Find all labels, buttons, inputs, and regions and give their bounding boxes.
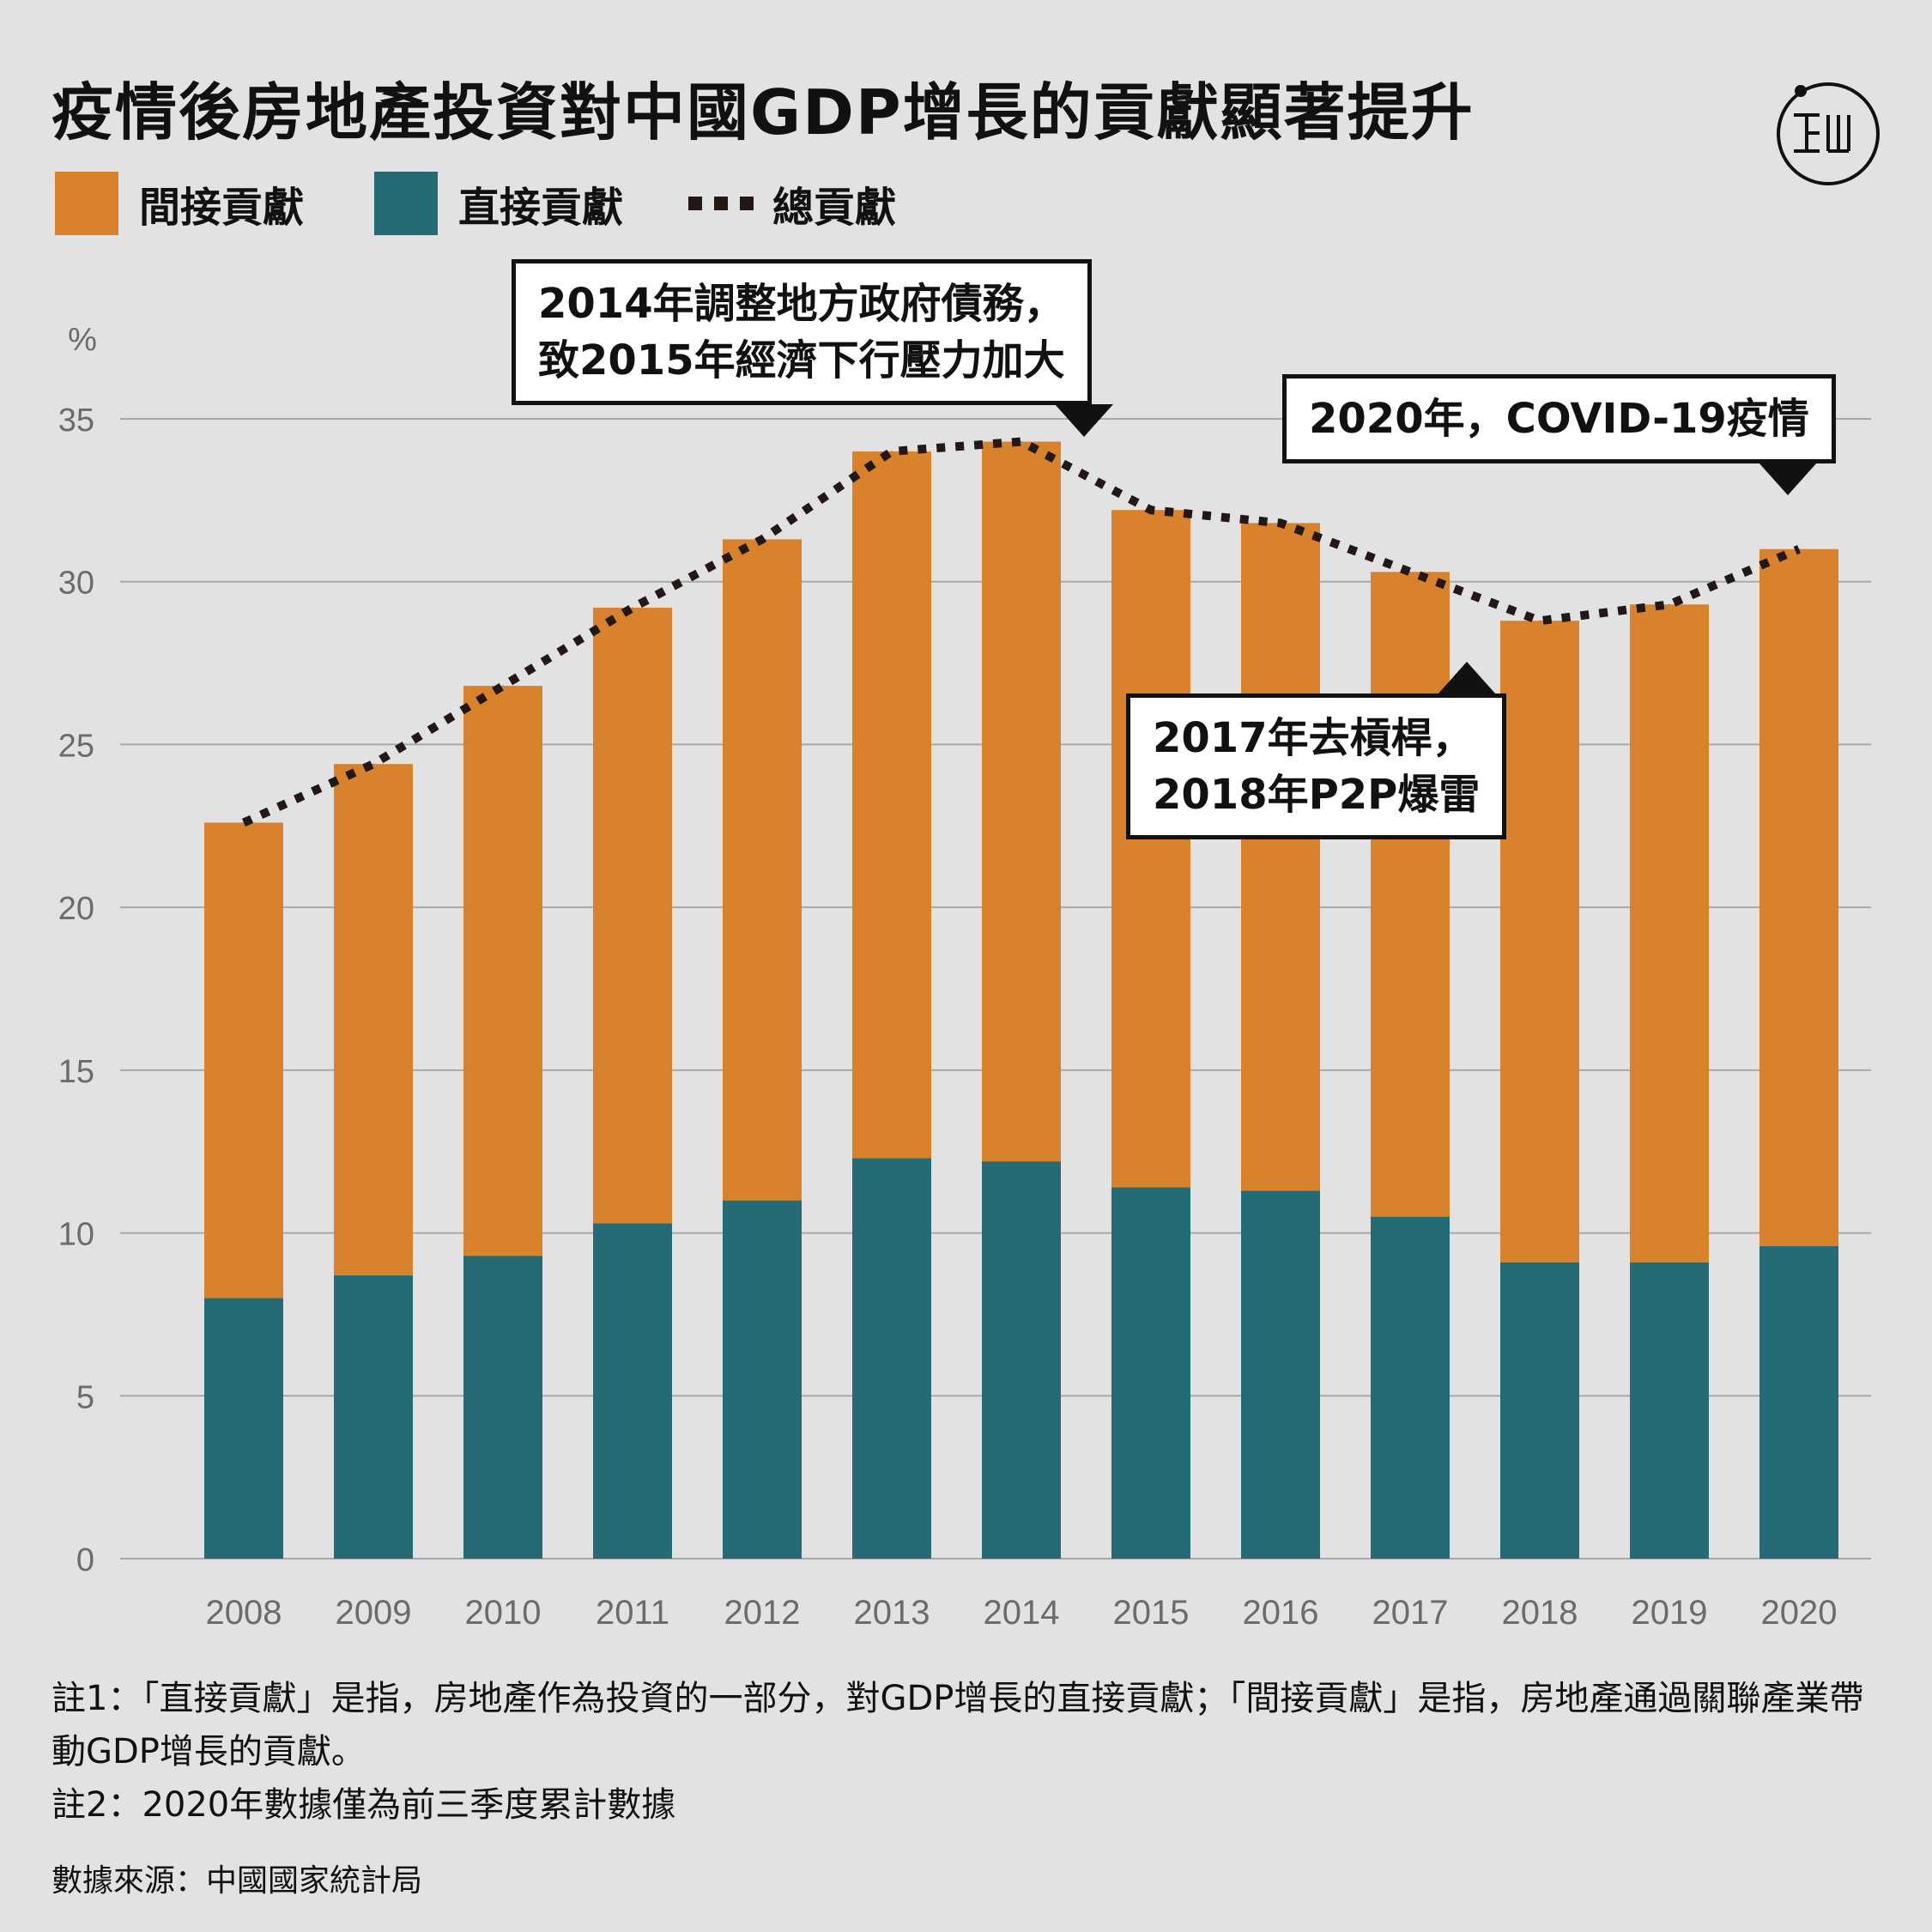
annotation-2017: 2017年去槓桿， 2018年P2P爆雷 (1126, 662, 1507, 839)
bar-direct (982, 1161, 1061, 1559)
bar-indirect (1759, 548, 1838, 1246)
legend-item-direct: 直接貢獻 (374, 172, 623, 235)
bar-direct (463, 1256, 542, 1559)
legend-label-total: 總貢獻 (772, 184, 897, 232)
x-tick-label: 2014 (984, 1594, 1060, 1632)
y-tick-label: 35 (58, 403, 94, 439)
legend-dotted-line-icon (688, 197, 754, 210)
y-tick-label: 20 (58, 891, 94, 927)
x-tick-label: 2009 (336, 1594, 412, 1632)
bar-indirect (1241, 523, 1320, 1191)
annotation-2014: 2014年調整地方政府債務， 致2015年經濟下行壓力加大 (512, 259, 1113, 437)
x-tick-label: 2015 (1113, 1594, 1190, 1632)
bar-direct (1111, 1187, 1190, 1559)
logo-glyph-right (1826, 115, 1850, 153)
bar-direct (593, 1223, 672, 1559)
annotation-2020-line-1: 2020年，COVID-19疫情 (1309, 395, 1809, 443)
stacked-bar-chart: % 0 5 10 15 20 25 30 35 2008 2009 2010 2011 2012 201… (58, 322, 1871, 1632)
x-tick-label: 2012 (724, 1594, 801, 1632)
y-tick-label: 10 (58, 1217, 94, 1253)
y-tick-label: 30 (58, 566, 94, 602)
total-contribution-point (761, 538, 763, 540)
x-tick-label: 2013 (854, 1594, 930, 1632)
bar-direct (204, 1298, 283, 1559)
bar-direct (334, 1275, 413, 1559)
annotation-2017-line-1: 2017年去槓桿， (1153, 714, 1474, 762)
bar-indirect (1500, 621, 1579, 1263)
bar-indirect (334, 764, 413, 1275)
annotation-2020: 2020年，COVID-19疫情 (1282, 374, 1836, 495)
page-title: 疫情後房地產投資對中國GDP增長的貢獻顯著提升 (51, 76, 1475, 148)
bar-indirect (982, 441, 1061, 1162)
bar-indirect (463, 686, 542, 1257)
bar-indirect (593, 608, 672, 1224)
note-1: 註1：「直接貢獻」是指，房地產作為投資的一部分，對GDP增長的直接貢獻；「間接貢… (51, 1679, 1864, 1772)
bar-direct (1371, 1216, 1450, 1559)
annotation-2014-line-2: 致2015年經濟下行壓力加大 (538, 336, 1065, 385)
legend-label-direct: 直接貢獻 (458, 184, 624, 232)
bar-indirect (1111, 510, 1190, 1188)
total-contribution-point (372, 763, 374, 765)
annotation-2017-line-2: 2018年P2P爆雷 (1153, 771, 1481, 819)
bar-direct (1500, 1262, 1579, 1559)
total-contribution-point (1669, 603, 1670, 605)
y-axis-ticks: 0 5 10 15 20 25 30 35 (58, 403, 94, 1578)
logo-glyph-left (1794, 113, 1820, 153)
y-tick-label: 15 (58, 1054, 94, 1090)
x-tick-label: 2017 (1372, 1594, 1449, 1632)
x-tick-label: 2008 (206, 1594, 282, 1632)
bar-indirect (1630, 604, 1709, 1263)
total-contribution-point (1150, 509, 1152, 511)
bars (204, 441, 1838, 1559)
bar-direct (852, 1158, 931, 1559)
bar-indirect (1371, 572, 1450, 1217)
y-tick-label: 5 (76, 1379, 94, 1415)
bar-indirect (723, 539, 802, 1201)
data-source: 數據來源：中國國家統計局 (51, 1863, 423, 1899)
legend-item-indirect: 間接貢獻 (55, 172, 304, 235)
legend-item-total: 總貢獻 (688, 172, 896, 235)
y-tick-label: 0 (76, 1542, 94, 1578)
y-tick-label: 25 (58, 728, 94, 764)
x-axis-ticks: 2008 2009 2010 2011 2012 2013 2014 2015 2016 2017… (206, 1594, 1838, 1632)
total-contribution-point (1798, 548, 1800, 550)
y-axis-unit-label: % (68, 322, 97, 358)
total-contribution-point (1021, 441, 1022, 443)
x-tick-label: 2020 (1761, 1594, 1838, 1632)
x-tick-label: 2016 (1243, 1594, 1319, 1632)
total-line (241, 437, 1801, 827)
chart-notes: 註1：「直接貢獻」是指，房地產作為投資的一部分，對GDP增長的直接貢獻；「間接貢… (51, 1672, 1888, 1832)
bar-indirect (852, 451, 931, 1159)
note-2: 註2：2020年數據僅為前三季度累計數據 (51, 1785, 676, 1825)
legend-label-indirect: 間接貢獻 (139, 184, 305, 232)
x-tick-label: 2011 (596, 1594, 669, 1632)
legend-swatch-indirect (55, 172, 118, 235)
total-contribution-point (502, 685, 504, 687)
x-tick-label: 2018 (1502, 1594, 1578, 1632)
bar-direct (723, 1200, 802, 1559)
annotation-2014-line-1: 2014年調整地方政府債務， (538, 280, 1065, 328)
x-tick-label: 2010 (465, 1594, 542, 1632)
bar-indirect (204, 822, 283, 1299)
x-tick-label: 2019 (1632, 1594, 1708, 1632)
initium-media-logo-icon[interactable] (1775, 81, 1881, 187)
bar-direct (1759, 1245, 1838, 1559)
bar-direct (1241, 1190, 1320, 1559)
bar-direct (1630, 1262, 1709, 1559)
legend-swatch-direct (374, 172, 438, 235)
total-contribution-point (243, 821, 245, 823)
